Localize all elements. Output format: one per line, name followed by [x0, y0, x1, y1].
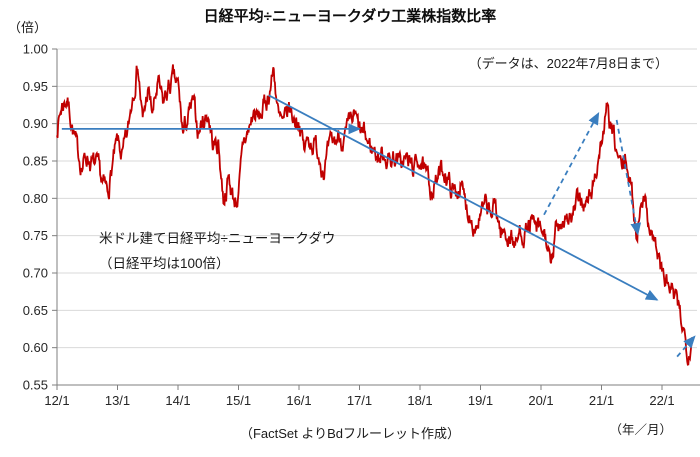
x-tick-label: 16/1 — [286, 393, 311, 408]
series-annotation: 米ドル建て日経平均÷ニューヨークダウ （日経平均は100倍） — [99, 226, 335, 276]
solid-trend-arrow — [268, 94, 659, 301]
source-note: （FactSet よりBdフルーレット作成） — [239, 426, 461, 441]
y-axis-unit-label: （倍） — [8, 20, 48, 35]
nikkei-dow-ratio-line — [56, 64, 694, 366]
series-annotation-line1: 米ドル建て日経平均÷ニューヨークダウ — [99, 231, 336, 246]
x-tick-label: 17/1 — [347, 393, 372, 408]
axes: 0.55 0.60 0.65 0.70 0.75 0.80 0.85 0.90 0.95 1.00… — [23, 42, 700, 408]
data-cutoff-note: （データは、2022年7月8日まで） — [468, 56, 668, 71]
y-tick-label: 0.75 — [23, 228, 48, 243]
dashed-trend-arrow — [543, 111, 600, 216]
series-annotation-line2: （日経平均は100倍） — [99, 256, 230, 271]
x-tick-label: 20/1 — [528, 393, 553, 408]
trend-arrows — [61, 94, 696, 358]
x-tick-label: 22/1 — [649, 393, 674, 408]
x-tick-label: 19/1 — [468, 393, 493, 408]
x-tick-label: 12/1 — [44, 393, 69, 408]
y-tick-label: 0.85 — [23, 154, 48, 169]
y-tick-label: 0.65 — [23, 303, 48, 318]
y-tick-label: 0.70 — [23, 266, 48, 281]
y-tick-label: 0.90 — [23, 116, 48, 131]
y-tick-label: 0.80 — [23, 191, 48, 206]
x-tick-label: 15/1 — [226, 393, 251, 408]
dashed-trend-arrow — [615, 119, 642, 236]
gridlines — [57, 48, 697, 349]
x-tick-label: 21/1 — [589, 393, 614, 408]
y-tick-label: 0.55 — [23, 378, 48, 393]
x-tick-label: 18/1 — [407, 393, 432, 408]
x-tick-label: 14/1 — [165, 393, 190, 408]
y-tick-label: 0.60 — [23, 340, 48, 355]
x-tick-label: 13/1 — [105, 393, 130, 408]
dashed-trend-arrow — [676, 335, 696, 358]
chart-title: 日経平均÷ニューヨークダウ工業株指数比率 — [203, 8, 497, 25]
y-tick-label: 1.00 — [23, 42, 48, 57]
x-axis-unit-label: （年／月） — [609, 423, 672, 437]
y-tick-label: 0.95 — [23, 79, 48, 94]
